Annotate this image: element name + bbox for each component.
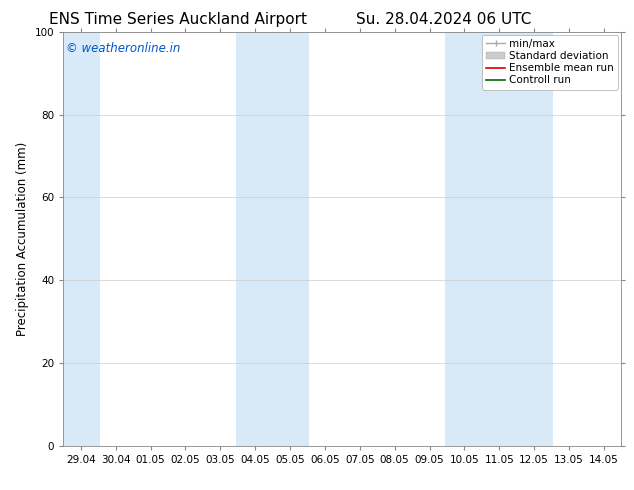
Y-axis label: Precipitation Accumulation (mm): Precipitation Accumulation (mm) [16, 142, 29, 336]
Bar [236, 32, 309, 446]
Text: © weatheronline.in: © weatheronline.in [66, 42, 181, 55]
Bar [445, 32, 553, 446]
Bar [63, 32, 100, 446]
Text: ENS Time Series Auckland Airport: ENS Time Series Auckland Airport [49, 12, 306, 27]
Text: Su. 28.04.2024 06 UTC: Su. 28.04.2024 06 UTC [356, 12, 531, 27]
Legend: min/max, Standard deviation, Ensemble mean run, Controll run: min/max, Standard deviation, Ensemble me… [482, 35, 618, 90]
